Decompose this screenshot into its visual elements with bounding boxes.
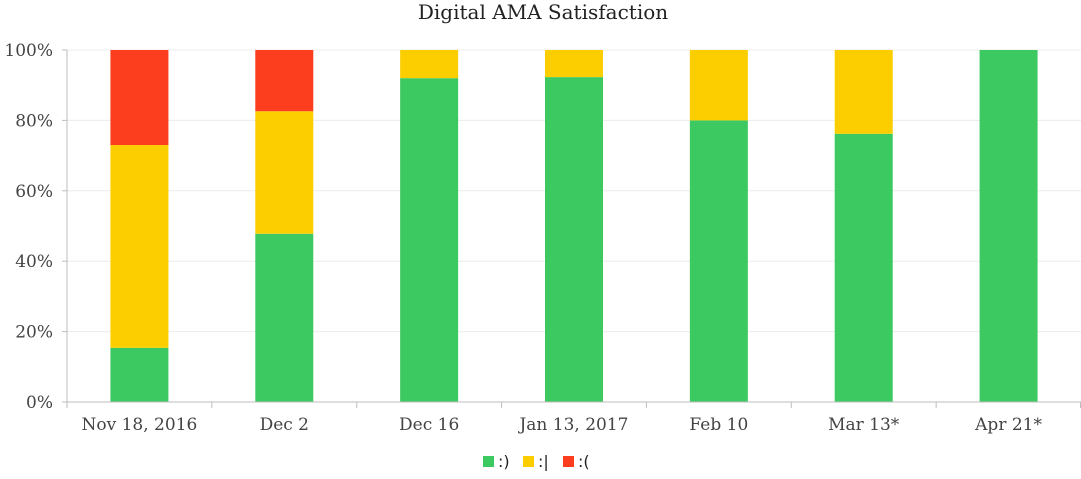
x-tick-label: Jan 13, 2017 — [517, 415, 628, 435]
bar-segment-3-series-2 — [400, 50, 459, 79]
x-tick-label: Dec 2 — [260, 415, 309, 435]
legend-item-3[interactable]: :( — [563, 452, 590, 471]
legend-label: :) — [498, 452, 510, 471]
legend-swatch — [523, 456, 534, 467]
bar-segment-2-series-3 — [255, 50, 314, 112]
axes — [62, 49, 1081, 408]
legend-swatch — [563, 456, 574, 467]
legend-label: :| — [538, 452, 549, 471]
y-tick-label: 0% — [26, 393, 53, 413]
bar-segment-6-series-1 — [834, 133, 893, 402]
bar-segment-4-series-1 — [545, 77, 603, 402]
y-tick-label: 100% — [4, 41, 53, 61]
legend-item-1[interactable]: :) — [483, 452, 510, 471]
x-tick-labels: Nov 18, 2016 Dec 2 Dec 16 Jan 13, 2017 Feb 1… — [82, 415, 1043, 435]
y-tick-label: 40% — [15, 252, 53, 272]
x-tick-label: Dec 16 — [399, 415, 459, 435]
bar-segment-1-series-3 — [110, 50, 169, 146]
bar-segment-6-series-2 — [834, 50, 893, 134]
bar-segment-4-series-2 — [545, 50, 603, 78]
y-tick-label: 80% — [15, 111, 53, 131]
y-tick-label: 20% — [15, 323, 53, 343]
y-tick-labels: 0% 20% 40% 60% 80% 100% — [4, 41, 53, 413]
y-tick-label: 60% — [15, 182, 53, 202]
x-tick-label: Mar 13* — [828, 415, 900, 435]
bar-segment-1-series-2 — [110, 145, 169, 348]
bars — [110, 50, 1038, 403]
bar-segment-5-series-1 — [689, 120, 748, 403]
legend-label: :( — [578, 452, 590, 471]
bar-segment-7-series-1 — [979, 50, 1038, 402]
bar-segment-2-series-1 — [255, 233, 314, 402]
x-tick-label: Feb 10 — [689, 415, 748, 435]
bar-segment-3-series-1 — [400, 78, 459, 402]
chart-title: Digital AMA Satisfaction — [418, 0, 668, 24]
bar-segment-2-series-2 — [255, 111, 314, 234]
legend-swatch — [483, 456, 494, 467]
bar-segment-5-series-2 — [689, 50, 748, 121]
x-tick-label: Nov 18, 2016 — [82, 415, 198, 435]
bar-segment-1-series-1 — [110, 347, 169, 402]
legend: :) :| :( — [483, 452, 590, 471]
legend-item-2[interactable]: :| — [523, 452, 549, 471]
x-tick-label: Apr 21* — [974, 415, 1042, 435]
